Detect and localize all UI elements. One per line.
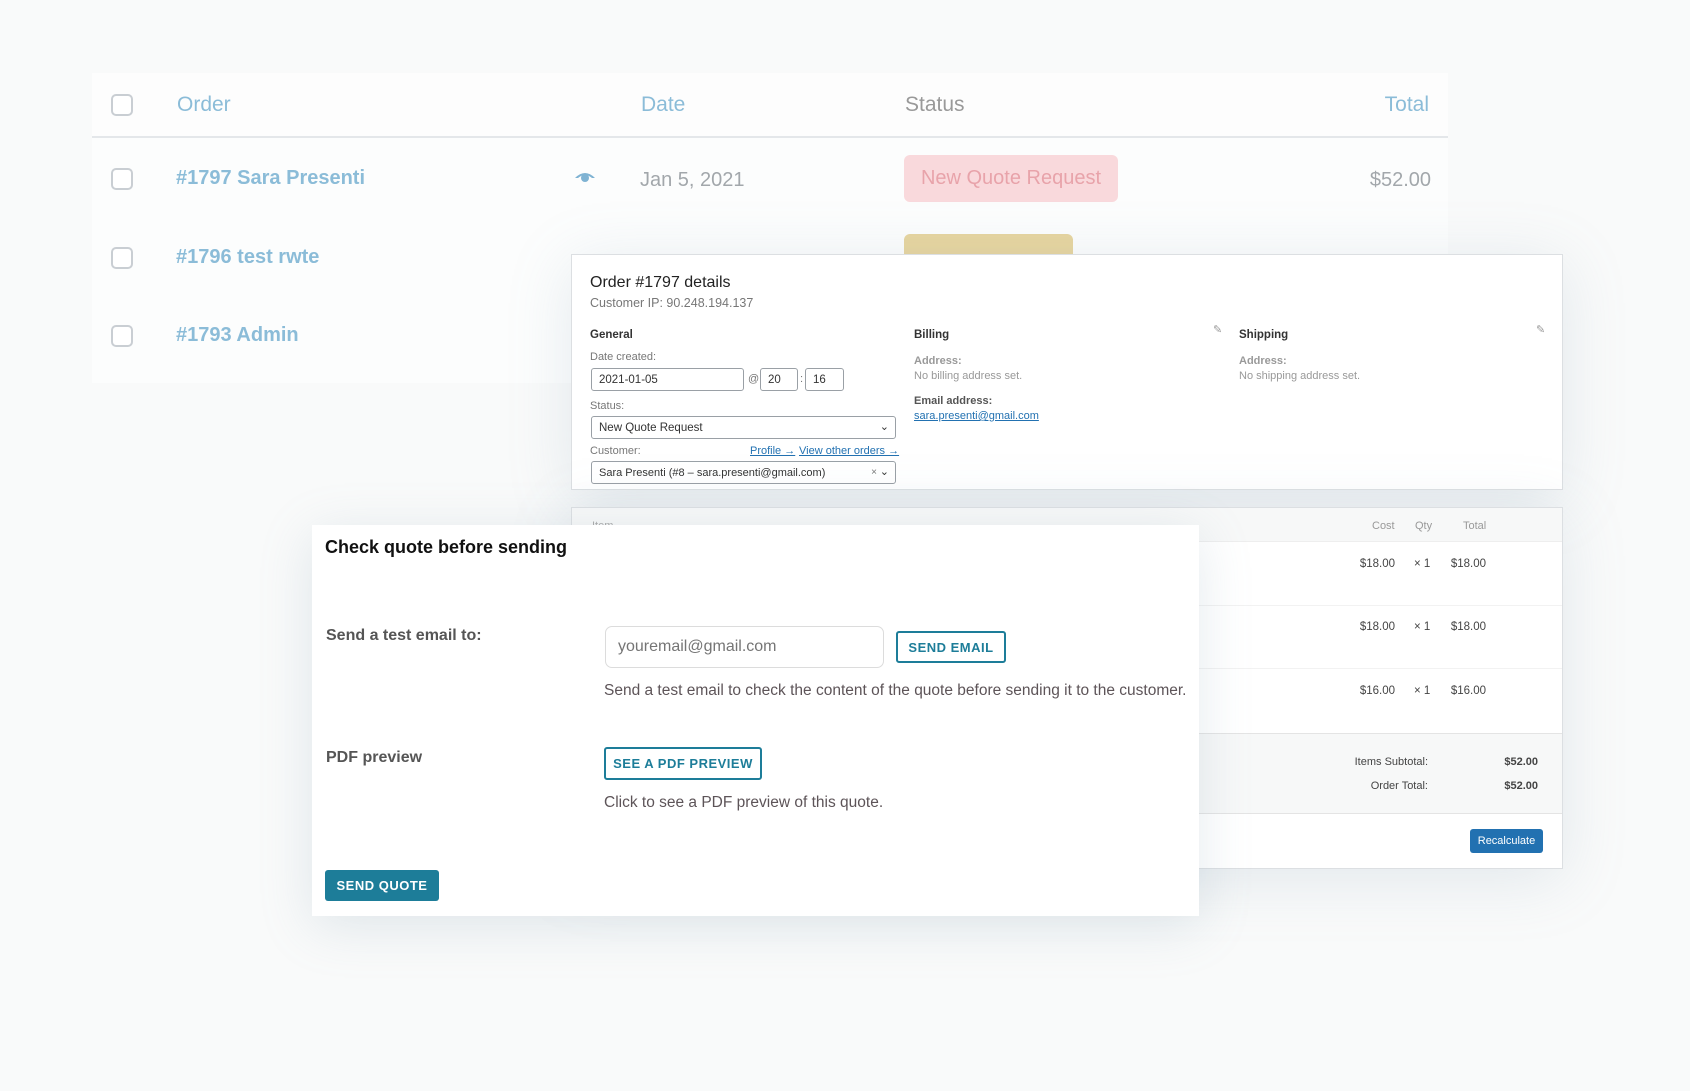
item-qty: × 1 [1414,558,1431,570]
eye-icon[interactable] [574,170,596,191]
subtotal-value: $52.00 [1504,756,1538,768]
total-column: Total [1463,520,1487,532]
select-all-checkbox[interactable] [111,94,133,116]
modal-title: Check quote before sending [325,537,568,557]
date-input[interactable]: 2021-01-05 [591,368,744,391]
customer-ip: Customer IP: 90.248.194.137 [590,296,754,310]
table-row[interactable]: #1797 Sara Presenti Jan 5, 2021 New Quot… [92,140,1448,218]
hour-input[interactable]: 20 [760,368,798,391]
status-value: New Quote Request [599,422,703,434]
order-total-value: $52.00 [1504,780,1538,792]
order-link[interactable]: #1796 test rwte [176,246,320,268]
order-details-panel: Order #1797 details Customer IP: 90.248.… [571,254,1563,490]
billing-email-link[interactable]: sara.presenti@gmail.com [914,410,1039,422]
item-total: $18.00 [1450,621,1486,633]
edit-billing-pencil-icon[interactable]: ✎ [1213,324,1223,336]
table-row[interactable]: #1793 Admin [92,296,1448,374]
row-checkbox[interactable] [111,247,133,269]
shipping-heading: Shipping [1239,329,1289,341]
table-header: Order Date Status Total [92,73,1448,138]
item-cost: $18.00 [1359,621,1395,633]
shipping-address: No shipping address set. [1239,370,1361,382]
column-status: Status [905,93,965,116]
billing-address: No billing address set. [914,370,1023,382]
pdf-preview-button[interactable]: SEE A PDF PREVIEW [604,747,762,780]
column-total[interactable]: Total [1384,93,1429,116]
subtotal-label: Items Subtotal: [1354,756,1428,768]
customer-value: Sara Presenti (#8 – sara.presenti@gmail.… [599,467,826,479]
edit-shipping-pencil-icon[interactable]: ✎ [1536,324,1546,336]
item-qty: × 1 [1414,685,1431,697]
test-email-label: Send a test email to: [326,627,482,644]
test-email-help: Send a test email to check the content o… [604,682,1187,699]
status-badge: New Quote Request [904,155,1118,202]
billing-heading: Billing [914,329,950,341]
time-colon: : [800,373,804,385]
cost-column: Cost [1372,520,1395,532]
send-quote-button[interactable]: SEND QUOTE [325,870,439,901]
chevron-down-icon: ⌄ [879,466,889,478]
order-date: Jan 5, 2021 [640,169,745,191]
minute-input[interactable]: 16 [805,368,844,391]
row-checkbox[interactable] [111,325,133,347]
row-checkbox[interactable] [111,168,133,190]
order-link[interactable]: #1793 Admin [176,324,299,346]
item-cost: $16.00 [1359,685,1395,697]
profile-link[interactable]: Profile → [750,445,796,457]
at-sign: @ [748,373,760,385]
billing-address-label: Address: [914,355,962,367]
order-total: $52.00 [1369,169,1431,191]
email-label: Email address: [914,395,993,407]
customer-select[interactable]: Sara Presenti (#8 – sara.presenti@gmail.… [591,461,896,484]
recalculate-button[interactable]: Recalculate [1470,829,1543,853]
item-total: $18.00 [1450,558,1486,570]
check-quote-modal: Check quote before sending Send a test e… [312,525,1199,916]
qty-column: Qty [1415,520,1433,532]
item-qty: × 1 [1414,621,1431,633]
chevron-down-icon: ⌄ [879,421,889,433]
send-email-button[interactable]: SEND EMAIL [896,631,1006,663]
shipping-address-label: Address: [1239,355,1287,367]
order-total-label: Order Total: [1370,780,1428,792]
column-date[interactable]: Date [641,93,686,116]
pdf-preview-help: Click to see a PDF preview of this quote… [604,794,884,811]
column-order[interactable]: Order [177,93,231,116]
test-email-input[interactable] [605,626,884,668]
date-created-label: Date created: [590,351,657,363]
customer-label: Customer: [590,445,641,457]
order-link[interactable]: #1797 Sara Presenti [176,167,366,189]
item-cost: $18.00 [1359,558,1395,570]
general-heading: General [590,329,633,341]
clear-icon[interactable]: × [871,467,877,478]
view-other-orders-link[interactable]: View other orders → [799,445,900,457]
status-select[interactable]: New Quote Request ⌄ [591,416,896,439]
item-total: $16.00 [1450,685,1486,697]
pdf-preview-label: PDF preview [326,749,423,766]
status-label: Status: [590,400,625,412]
order-title: Order #1797 details [590,274,731,291]
